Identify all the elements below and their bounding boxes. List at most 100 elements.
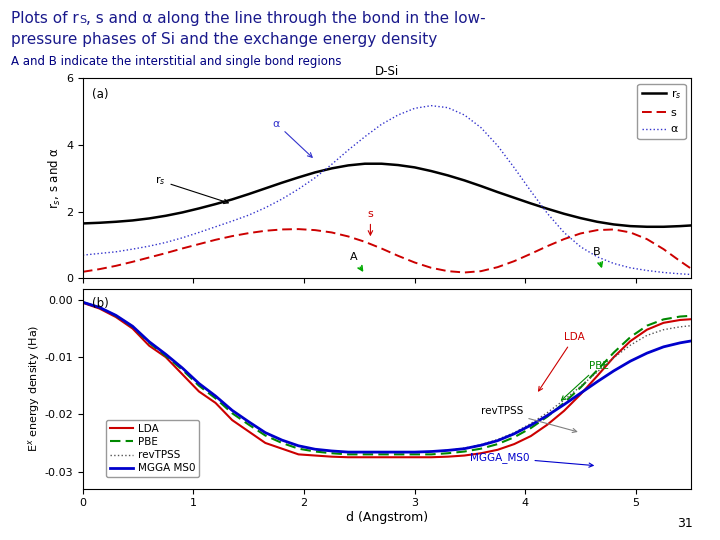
- s: [278, 226, 287, 233]
- revTPSS: [95, 304, 104, 310]
- s: [643, 236, 652, 242]
- MGGA MS0: [693, 337, 701, 343]
- PBE: [543, 414, 552, 420]
- s: [559, 236, 568, 242]
- MGGA MS0: [278, 437, 287, 443]
- r$_s$: [460, 177, 469, 184]
- MGGA MS0: [626, 358, 635, 365]
- PBE: [211, 395, 220, 402]
- MGGA MS0: [676, 340, 685, 346]
- revTPSS: [361, 449, 369, 455]
- s: [78, 268, 87, 275]
- revTPSS: [693, 322, 701, 328]
- r$_s$: [444, 172, 452, 179]
- s: [361, 239, 369, 245]
- α: [427, 103, 436, 109]
- r$_s$: [526, 200, 535, 207]
- Text: α: α: [273, 119, 312, 157]
- α: [361, 133, 369, 140]
- LDA: [178, 371, 186, 377]
- Text: Plots of r: Plots of r: [11, 11, 78, 26]
- Text: MGGA_MS0: MGGA_MS0: [470, 452, 593, 467]
- r$_s$: [311, 169, 320, 176]
- revTPSS: [543, 409, 552, 416]
- revTPSS: [344, 449, 353, 455]
- LDA: [394, 454, 402, 461]
- MGGA MS0: [244, 418, 253, 425]
- α: [394, 112, 402, 118]
- r$_s$: [161, 213, 170, 219]
- LDA: [460, 453, 469, 459]
- PBE: [78, 299, 87, 306]
- PBE: [311, 448, 320, 455]
- MGGA MS0: [261, 429, 269, 436]
- r$_s$: [477, 183, 485, 190]
- α: [377, 121, 386, 127]
- PBE: [427, 451, 436, 457]
- Line: α: α: [83, 106, 697, 275]
- PBE: [128, 323, 137, 330]
- s: [626, 229, 635, 235]
- s: [328, 229, 336, 235]
- α: [543, 210, 552, 217]
- revTPSS: [377, 449, 386, 455]
- s: [244, 230, 253, 237]
- PBE: [626, 334, 635, 340]
- s: [211, 237, 220, 243]
- PBE: [609, 349, 618, 356]
- s: [444, 268, 452, 274]
- LDA: [278, 446, 287, 452]
- PBE: [178, 367, 186, 373]
- LDA: [311, 453, 320, 459]
- r$_s$: [377, 160, 386, 167]
- revTPSS: [493, 436, 502, 443]
- s: [128, 259, 137, 265]
- α: [410, 105, 419, 112]
- PBE: [261, 432, 269, 438]
- LDA: [361, 454, 369, 461]
- r$_s$: [559, 211, 568, 217]
- r$_s$: [95, 220, 104, 226]
- LDA: [344, 454, 353, 461]
- r$_s$: [394, 162, 402, 168]
- r$_s$: [410, 164, 419, 171]
- r$_s$: [145, 215, 153, 222]
- α: [444, 104, 452, 111]
- Title: D-Si: D-Si: [375, 65, 399, 78]
- revTPSS: [294, 443, 303, 449]
- α: [328, 161, 336, 167]
- PBE: [410, 451, 419, 457]
- MGGA MS0: [559, 401, 568, 408]
- PBE: [294, 446, 303, 452]
- MGGA MS0: [95, 304, 104, 310]
- Text: revTPSS: revTPSS: [481, 406, 577, 433]
- revTPSS: [328, 448, 336, 454]
- MGGA MS0: [344, 449, 353, 455]
- r$_s$: [643, 224, 652, 230]
- LDA: [427, 454, 436, 461]
- r$_s$: [228, 196, 236, 202]
- s: [161, 250, 170, 256]
- LDA: [112, 314, 120, 320]
- MGGA MS0: [460, 446, 469, 452]
- LDA: [194, 388, 203, 395]
- PBE: [194, 382, 203, 389]
- α: [95, 250, 104, 256]
- revTPSS: [194, 380, 203, 387]
- α: [693, 272, 701, 278]
- revTPSS: [460, 445, 469, 451]
- r$_s$: [510, 194, 518, 201]
- α: [78, 252, 87, 258]
- PBE: [95, 304, 104, 310]
- α: [626, 265, 635, 271]
- MGGA MS0: [128, 323, 137, 329]
- r$_s$: [344, 162, 353, 168]
- r$_s$: [693, 222, 701, 228]
- LDA: [444, 454, 452, 460]
- PBE: [643, 322, 652, 329]
- s: [394, 253, 402, 259]
- PBE: [244, 421, 253, 428]
- r$_s$: [211, 201, 220, 207]
- r$_s$: [660, 224, 668, 230]
- s: [676, 258, 685, 265]
